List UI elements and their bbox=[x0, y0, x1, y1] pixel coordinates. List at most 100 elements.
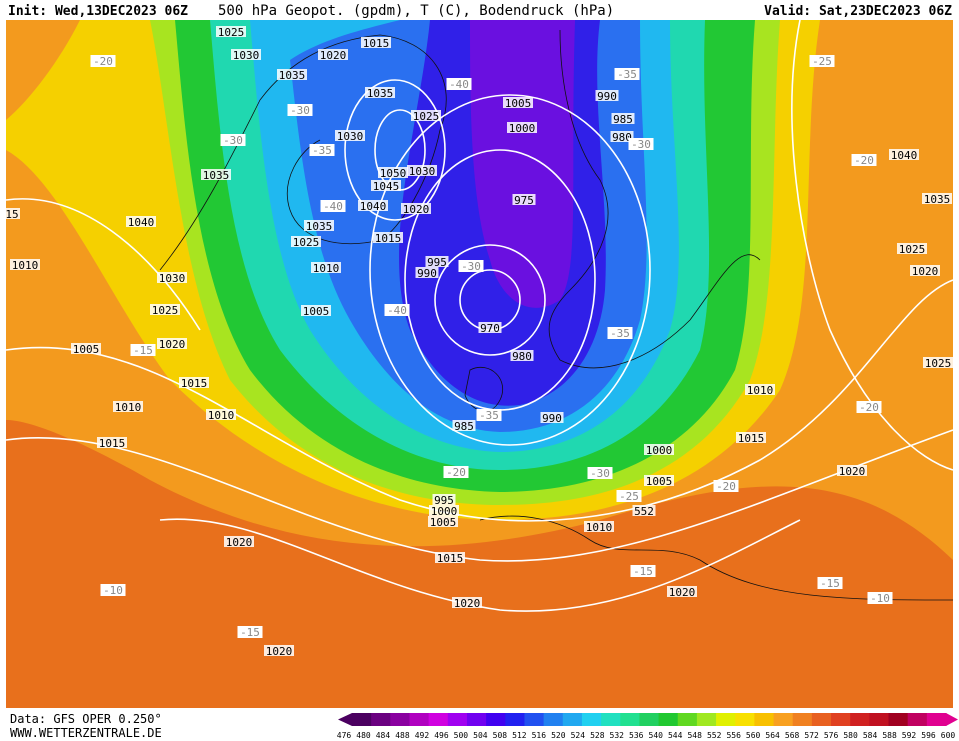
temperature-label: -10 bbox=[103, 584, 123, 597]
isobar-label-bg bbox=[611, 113, 635, 124]
legend-label: 484 bbox=[376, 731, 391, 740]
temperature-label: -15 bbox=[133, 344, 153, 357]
isobar-label: 980 bbox=[612, 131, 632, 144]
isobar-label-bg bbox=[644, 475, 674, 486]
legend-label: 488 bbox=[395, 731, 410, 740]
isobar-label: 1010 bbox=[747, 384, 774, 397]
isobar-label-bg bbox=[889, 149, 919, 160]
isobar-label: 1040 bbox=[891, 149, 918, 162]
isobar-label-bg bbox=[407, 165, 437, 176]
isobar-label-bg bbox=[216, 26, 246, 37]
isobar-label: 975 bbox=[514, 194, 534, 207]
init-time: Init: Wed,13DEC2023 06Z bbox=[8, 4, 188, 19]
legend-swatch bbox=[773, 713, 794, 726]
temperature-label-bg bbox=[713, 480, 739, 492]
isobar-label-bg bbox=[923, 357, 953, 368]
legend-swatch bbox=[716, 713, 736, 726]
legend-label: 592 bbox=[902, 731, 917, 740]
isobar-label: 1025 bbox=[925, 357, 952, 370]
isobar-label: 1030 bbox=[409, 165, 436, 178]
isobar bbox=[5, 429, 954, 562]
isobar-label: 1035 bbox=[924, 193, 951, 206]
legend-label: 508 bbox=[493, 731, 508, 740]
mediterranean bbox=[479, 515, 954, 601]
isobar-label-bg bbox=[595, 90, 619, 101]
isobar-label-bg bbox=[503, 97, 533, 108]
isobar-label-bg bbox=[745, 384, 775, 395]
legend-label: 560 bbox=[746, 731, 761, 740]
isobar-label: 970 bbox=[480, 322, 500, 335]
legend-swatch bbox=[524, 713, 545, 726]
scandinavia bbox=[548, 29, 761, 369]
temperature-label-bg bbox=[856, 401, 882, 413]
isobar-label-bg bbox=[365, 87, 395, 98]
isobar-label: 1015 bbox=[99, 437, 126, 450]
legend-swatch bbox=[390, 713, 410, 726]
isobar-label: 1035 bbox=[279, 69, 306, 82]
isobar-label: 552 bbox=[634, 505, 654, 518]
isobar-label-bg bbox=[179, 377, 209, 388]
legend-swatch bbox=[601, 713, 621, 726]
legend-label: 528 bbox=[590, 731, 605, 740]
temperature-label: -40 bbox=[449, 78, 469, 91]
isobar-label: 1035 bbox=[306, 220, 333, 233]
isobar-label: 1040 bbox=[360, 200, 387, 213]
isobar bbox=[369, 94, 651, 446]
legend-label: 584 bbox=[863, 731, 878, 740]
isobar-label: 1010 bbox=[208, 409, 235, 422]
isobar-label-bg bbox=[304, 220, 334, 231]
legend-label: 576 bbox=[824, 731, 839, 740]
temperature-label: -10 bbox=[870, 592, 890, 605]
isobar-label: 1030 bbox=[159, 272, 186, 285]
legend-swatch bbox=[907, 713, 928, 726]
isobar-label-bg bbox=[512, 194, 536, 205]
isobar-label: 1050 bbox=[380, 167, 407, 180]
isobar-label-bg bbox=[201, 169, 231, 180]
greenland bbox=[159, 34, 447, 271]
legend-swatch bbox=[811, 713, 832, 726]
isobar-label-bg bbox=[361, 37, 391, 48]
temperature-label: -20 bbox=[446, 466, 466, 479]
isobar-label-bg bbox=[428, 516, 458, 527]
legend-swatch bbox=[926, 713, 947, 726]
temperature-label-bg bbox=[630, 565, 656, 577]
isobar-label-bg bbox=[910, 265, 940, 276]
isobar-label-bg bbox=[837, 465, 867, 476]
isobar-label: 995 bbox=[434, 494, 454, 507]
isobar-label-bg bbox=[897, 243, 927, 254]
legend-label: 536 bbox=[629, 731, 644, 740]
isobar-label: 1020 bbox=[320, 49, 347, 62]
legend-swatch bbox=[447, 713, 468, 726]
legend-label: 476 bbox=[337, 731, 352, 740]
isobar-label: 980 bbox=[512, 350, 532, 363]
isobar-label: 1020 bbox=[159, 338, 186, 351]
isobar-label-bg bbox=[157, 272, 187, 283]
legend-label: 568 bbox=[785, 731, 800, 740]
temperature-label-bg bbox=[628, 138, 654, 150]
isobar-label: 990 bbox=[417, 267, 437, 280]
temperature-label: -15 bbox=[633, 565, 653, 578]
temperature-label: -30 bbox=[223, 134, 243, 147]
isobar-label-bg bbox=[425, 256, 449, 267]
isobar-label: 990 bbox=[542, 412, 562, 425]
isobar-label: 1035 bbox=[367, 87, 394, 100]
isobar-label-bg bbox=[264, 645, 294, 656]
isobar-label-bg bbox=[510, 350, 534, 361]
legend-arrow-right bbox=[946, 713, 958, 726]
isobar-label: 1000 bbox=[509, 122, 536, 135]
legend-swatch bbox=[409, 713, 430, 726]
isobar-label-bg bbox=[736, 432, 766, 443]
temperature-label-bg bbox=[587, 467, 613, 479]
isobar bbox=[5, 198, 201, 331]
isobar-label-bg bbox=[610, 131, 634, 142]
temperature-label-bg bbox=[458, 260, 484, 272]
isobar-label-bg bbox=[411, 110, 441, 121]
isobar-label: 1045 bbox=[373, 180, 400, 193]
isobar bbox=[159, 518, 801, 612]
isobar-label: 1000 bbox=[646, 444, 673, 457]
isobar-label-bg bbox=[507, 122, 537, 133]
isobar-label: 1020 bbox=[226, 536, 253, 549]
legend-label: 516 bbox=[532, 731, 547, 740]
isobar-label: 985 bbox=[613, 113, 633, 126]
